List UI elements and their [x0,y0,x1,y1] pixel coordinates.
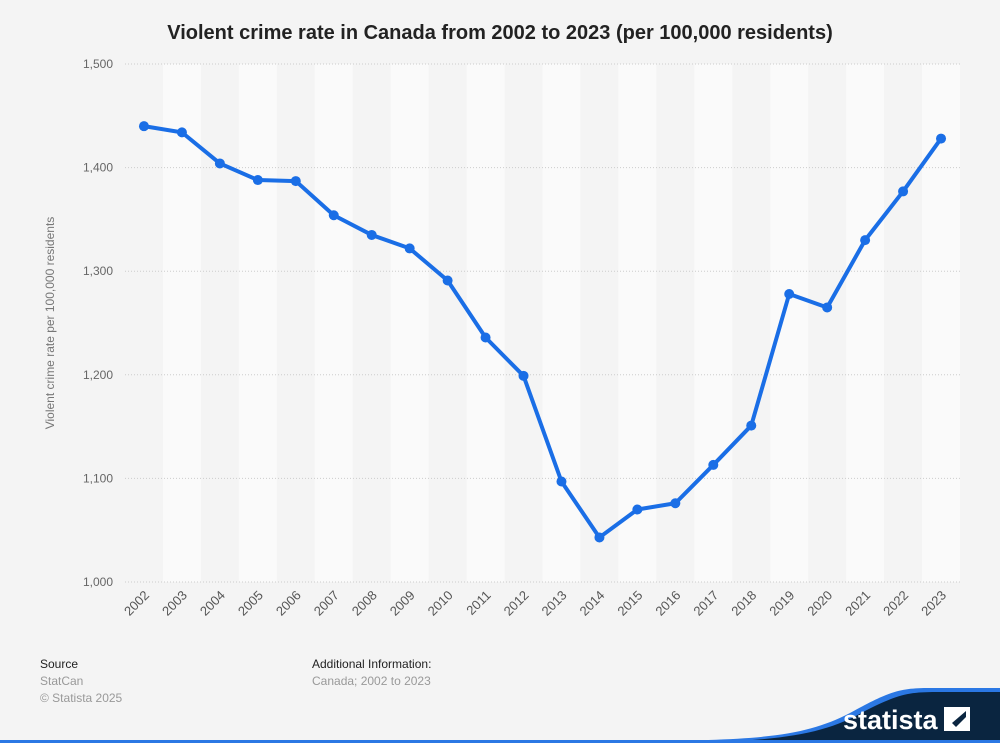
statista-mark-icon [944,707,970,731]
data-point [860,235,871,246]
info-block: Additional Information: Canada; 2002 to … [312,656,431,690]
y-tick-label: 1,000 [83,575,113,589]
data-point [708,459,719,470]
data-point [556,476,567,487]
logo-text: statista [843,705,939,735]
y-tick-label: 1,400 [83,161,113,175]
data-point [138,121,149,132]
band [162,64,201,582]
band [694,64,733,582]
x-tick-label: 2011 [463,588,493,618]
band [238,64,277,582]
x-tick-label: 2012 [501,588,532,619]
data-point [632,504,643,515]
band [618,64,657,582]
band [922,64,960,582]
y-tick-label: 1,200 [83,368,113,382]
x-tick-label: 2022 [880,588,911,619]
x-tick-label: 2021 [842,588,873,619]
data-point [366,229,377,240]
source-block: Source StatCan © Statista 2025 [40,656,122,707]
data-point [746,420,757,431]
y-tick-label: 1,300 [83,264,113,278]
band [314,64,353,582]
x-tick-label: 2023 [918,588,949,619]
band [542,64,581,582]
x-tick-label: 2010 [425,588,456,619]
data-point [404,243,415,254]
band [846,64,885,582]
band [466,64,505,582]
series-line [143,124,943,540]
band [770,64,809,582]
data-point [328,210,339,221]
x-tick-label: 2009 [387,588,418,619]
data-point [214,158,225,169]
data-point [936,133,947,144]
info-label: Additional Information: [312,657,432,671]
x-tick-label: 2013 [539,588,570,619]
info-value: Canada; 2002 to 2023 [312,674,431,688]
band [390,64,429,582]
data-point [290,176,301,187]
x-tick-label: 2004 [197,588,228,619]
data-point [176,127,187,138]
statista-logo: statista [600,688,1000,743]
x-tick-label: 2019 [766,588,797,619]
data-point [518,370,529,381]
x-tick-label: 2014 [576,588,607,619]
x-tick-label: 2015 [614,588,645,619]
x-tick-label: 2020 [804,588,835,619]
data-point [898,186,909,197]
y-axis-label: Violent crime rate per 100,000 residents [43,217,57,430]
data-point [252,175,263,186]
data-point [594,532,605,543]
line-chart: 1,000 1,100 1,200 1,300 1,400 1,500 Violent cr… [43,57,960,619]
copyright: © Statista 2025 [40,691,123,705]
x-tick-label: 2017 [690,588,721,619]
source-label: Source [40,657,79,671]
x-tick-label: 2008 [349,588,380,619]
chart-title: Violent crime rate in Canada from 2002 t… [167,22,833,44]
y-tick-label: 1,100 [83,471,113,485]
x-tick-label: 2006 [273,588,304,619]
data-point [822,302,833,313]
data-point [784,288,795,299]
source-value: StatCan [40,674,84,688]
data-point [670,498,681,509]
x-tick-label: 2016 [652,588,683,619]
x-tick-label: 2003 [159,588,190,619]
x-tick-label: 2005 [235,588,266,619]
x-tick-label: 2007 [311,588,342,619]
data-point [480,332,491,343]
data-point [442,275,453,286]
x-tick-label: 2018 [728,588,759,619]
x-tick-label: 2002 [121,588,152,619]
y-tick-label: 1,500 [83,57,113,71]
bottom-bar [0,740,1000,743]
